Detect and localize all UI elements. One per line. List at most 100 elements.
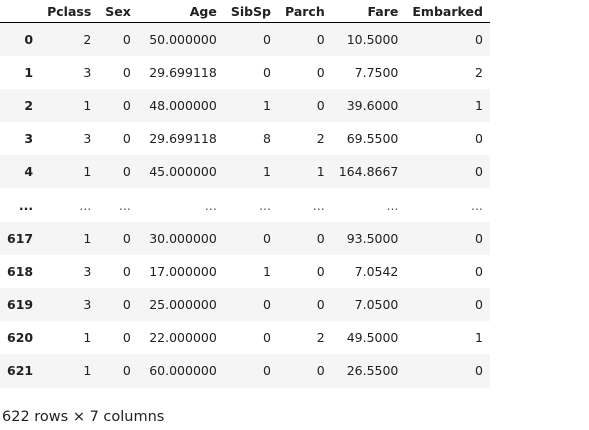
cell-parch: 0 xyxy=(316,31,325,47)
cell-sex: ... xyxy=(118,197,131,213)
cell-pclass: 1 xyxy=(83,330,92,346)
column-header-parch: Parch xyxy=(278,0,332,23)
column-header-sex: Sex xyxy=(98,0,138,23)
table-row: 2 1 0 48.000000 1 0 39.6000 1 xyxy=(0,88,490,123)
cell-embarked: 2 xyxy=(474,64,483,80)
dataframe-table: Pclass Sex Age SibSp Parch Fare Embarked… xyxy=(0,0,490,388)
table-row: 4 1 0 45.000000 1 1 164.8667 0 xyxy=(0,155,490,189)
cell-sibsp: 0 xyxy=(263,330,271,346)
cell-sex: 0 xyxy=(122,230,131,246)
cell-parch: 0 xyxy=(316,297,325,313)
cell-parch: 1 xyxy=(316,164,325,180)
dataframe-output: Pclass Sex Age SibSp Parch Fare Embarked… xyxy=(0,0,490,388)
table-row: 618 3 0 17.000000 1 0 7.0542 0 xyxy=(0,255,490,288)
cell-fare: 7.0542 xyxy=(354,263,399,279)
cell-pclass: 3 xyxy=(83,131,92,147)
cell-sex: 0 xyxy=(122,64,131,80)
ellipsis-row: ... ... ... ... ... ... ... ... xyxy=(0,188,490,221)
cell-fare: 10.5000 xyxy=(346,31,399,47)
cell-age: 48.000000 xyxy=(149,97,217,113)
cell-sibsp: 1 xyxy=(263,97,271,113)
cell-sibsp: 1 xyxy=(263,263,271,279)
cell-parch: 0 xyxy=(316,97,325,113)
cell-age: ... xyxy=(204,197,217,213)
cell-embarked: 0 xyxy=(474,164,483,180)
cell-embarked: ... xyxy=(470,197,483,213)
column-header-age: Age xyxy=(137,0,224,23)
cell-pclass: 1 xyxy=(83,230,92,246)
row-index: 4 xyxy=(24,164,34,180)
cell-parch: 0 xyxy=(316,263,325,279)
row-index: 619 xyxy=(7,297,34,313)
cell-sibsp: 8 xyxy=(263,131,271,147)
table-body: 0 2 0 50.000000 0 0 10.5000 0 1 3 0 29.6… xyxy=(0,22,490,388)
cell-embarked: 0 xyxy=(474,230,483,246)
cell-fare: 26.5500 xyxy=(346,363,399,379)
cell-sex: 0 xyxy=(122,363,131,379)
row-index: 618 xyxy=(7,263,34,279)
cell-sex: 0 xyxy=(122,31,131,47)
cell-sibsp: 0 xyxy=(263,230,271,246)
table-row: 621 1 0 60.000000 0 0 26.5500 0 xyxy=(0,354,490,388)
cell-embarked: 0 xyxy=(474,297,483,313)
row-index: 2 xyxy=(24,97,34,113)
row-index: 0 xyxy=(24,31,34,47)
cell-pclass: 1 xyxy=(83,363,92,379)
cell-fare: ... xyxy=(386,197,399,213)
cell-pclass: ... xyxy=(79,197,92,213)
cell-parch: 2 xyxy=(316,330,325,346)
table-row: 0 2 0 50.000000 0 0 10.5000 0 xyxy=(0,22,490,56)
cell-age: 17.000000 xyxy=(149,263,217,279)
cell-fare: 49.5000 xyxy=(346,330,399,346)
cell-parch: 0 xyxy=(316,363,325,379)
cell-pclass: 1 xyxy=(83,164,92,180)
cell-age: 30.000000 xyxy=(149,230,217,246)
cell-sibsp: ... xyxy=(259,197,271,213)
cell-pclass: 3 xyxy=(83,64,92,80)
cell-embarked: 0 xyxy=(474,363,483,379)
index-header xyxy=(0,0,41,23)
cell-fare: 93.5000 xyxy=(346,230,399,246)
cell-embarked: 1 xyxy=(474,97,483,113)
cell-sibsp: 0 xyxy=(263,297,271,313)
column-header-pclass: Pclass xyxy=(40,0,99,23)
cell-pclass: 3 xyxy=(83,297,92,313)
table-row: 1 3 0 29.699118 0 0 7.7500 2 xyxy=(0,56,490,89)
column-header-fare: Fare xyxy=(331,0,406,23)
cell-sex: 0 xyxy=(122,97,131,113)
cell-sex: 0 xyxy=(122,263,131,279)
row-index: ... xyxy=(18,197,34,213)
cell-sibsp: 1 xyxy=(263,164,271,180)
table-header: Pclass Sex Age SibSp Parch Fare Embarked xyxy=(0,0,490,23)
cell-age: 50.000000 xyxy=(149,31,217,47)
cell-fare: 164.8667 xyxy=(338,164,399,180)
table-row: 617 1 0 30.000000 0 0 93.5000 0 xyxy=(0,221,490,255)
cell-age: 22.000000 xyxy=(149,330,217,346)
cell-parch: 2 xyxy=(316,131,325,147)
cell-sex: 0 xyxy=(122,164,131,180)
row-index: 3 xyxy=(24,131,34,147)
row-index: 621 xyxy=(7,363,34,379)
table-row: 619 3 0 25.000000 0 0 7.0500 0 xyxy=(0,288,490,322)
cell-parch: 0 xyxy=(316,64,325,80)
column-header-embarked: Embarked xyxy=(405,0,490,23)
row-index: 1 xyxy=(24,64,34,80)
cell-age: 45.000000 xyxy=(149,164,217,180)
header-row: Pclass Sex Age SibSp Parch Fare Embarked xyxy=(0,0,490,23)
table-row: 3 3 0 29.699118 8 2 69.5500 0 xyxy=(0,122,490,155)
cell-fare: 39.6000 xyxy=(346,97,399,113)
cell-embarked: 0 xyxy=(474,31,483,47)
cell-age: 29.699118 xyxy=(149,64,217,80)
cell-pclass: 1 xyxy=(83,97,92,113)
cell-sex: 0 xyxy=(122,131,131,147)
dataframe-shape-caption: 622 rows × 7 columns xyxy=(2,409,165,425)
row-index: 617 xyxy=(7,230,34,246)
cell-age: 29.699118 xyxy=(149,131,217,147)
cell-sibsp: 0 xyxy=(263,64,271,80)
row-index: 620 xyxy=(7,330,34,346)
cell-parch: ... xyxy=(312,197,325,213)
cell-parch: 0 xyxy=(316,230,325,246)
cell-fare: 69.5500 xyxy=(346,131,399,147)
cell-pclass: 2 xyxy=(83,31,92,47)
cell-embarked: 0 xyxy=(474,263,483,279)
